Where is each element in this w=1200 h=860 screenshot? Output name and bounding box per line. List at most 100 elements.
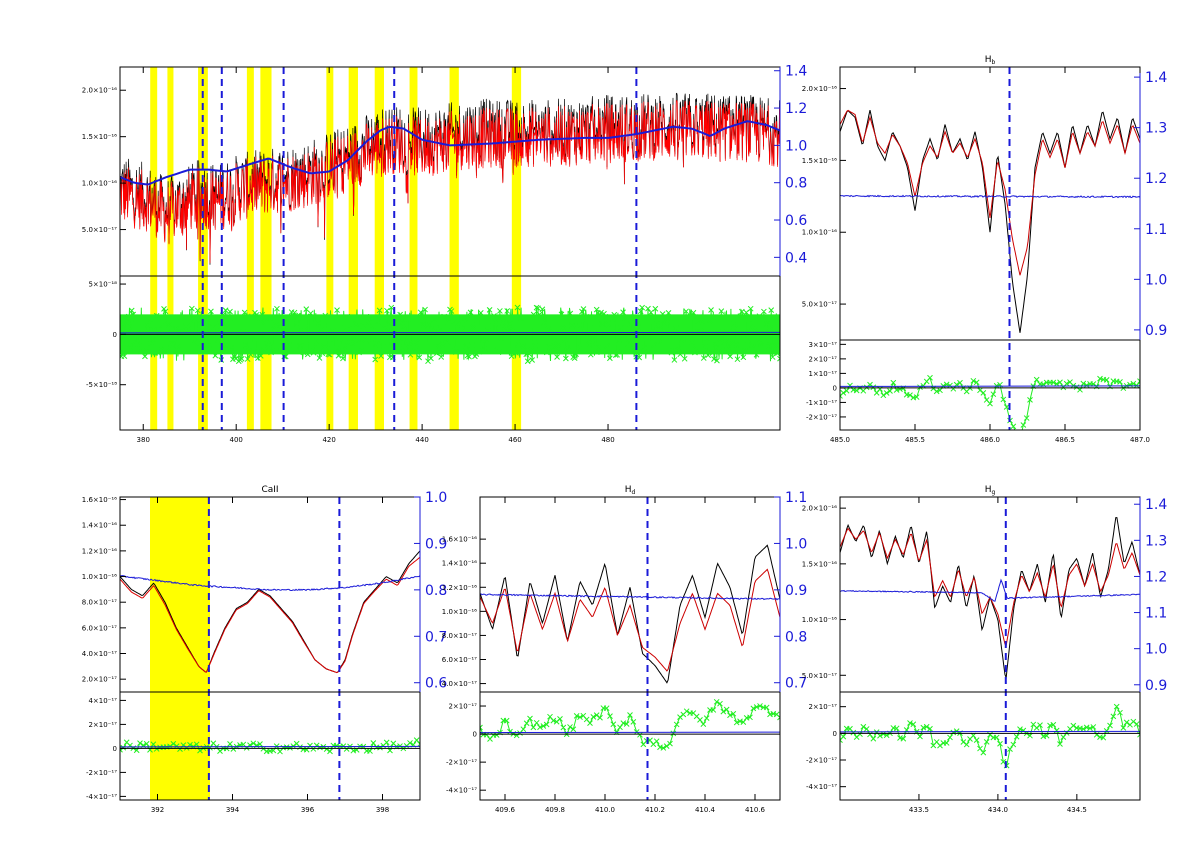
panel-title-main: H: [625, 485, 632, 495]
y-tick-label: 2.0×10⁻¹⁷: [82, 676, 117, 684]
panel-title-main: H: [985, 55, 992, 65]
y2-tick-label: 1.2: [1145, 569, 1167, 585]
x-tick-label: 486.5: [1055, 436, 1075, 444]
residual-fit-line: [840, 730, 1140, 733]
bottom-panel-frame: [839, 691, 1141, 801]
y-tick-label: 8.0×10⁻¹⁷: [442, 632, 477, 640]
y2-tick-label: 1.0: [785, 138, 807, 154]
model-spectrum-line: [120, 556, 420, 674]
top-panel-frame: [479, 496, 781, 693]
x-tick-label: 400: [230, 436, 243, 444]
panel-title: CaII: [261, 485, 278, 495]
residual-series: [840, 703, 1140, 769]
residual-line: [840, 376, 1140, 430]
y-tick-label: 6.0×10⁻¹⁷: [442, 656, 477, 664]
x-tick-label: 420: [322, 436, 335, 444]
y2-tick-label: 1.2: [785, 101, 807, 117]
residual-series: [840, 374, 1140, 430]
y2-tick-label: 0.9: [785, 583, 807, 599]
model-spectrum-line: [840, 527, 1140, 647]
residual-y-tick-label: 0: [833, 730, 837, 738]
residual-y-tick-label: 2×10⁻¹⁷: [808, 355, 837, 363]
y2-tick-label: 0.8: [785, 176, 807, 192]
residual-fit-line: [840, 385, 1140, 387]
observed-spectrum-line: [120, 550, 420, 674]
observed-spectrum-line: [480, 544, 780, 684]
observed-spectrum-line: [840, 109, 1140, 333]
highlight-band: [150, 497, 210, 800]
y2-tick-label: 1.0: [425, 490, 447, 506]
y2-tick-label: 1.4: [785, 64, 807, 80]
y-tick-label: 1.6×10⁻¹⁶: [82, 496, 117, 504]
highlight-band: [348, 67, 358, 430]
y-tick-label: 1.0×10⁻¹⁶: [82, 573, 117, 581]
residual-y-tick-label: -5×10⁻¹⁸: [86, 381, 117, 389]
y2-tick-label: 0.4: [785, 250, 807, 266]
panel-full: 380 400 420 440 460 480 5.0×10⁻¹⁷ 1.0×10⁻¹⁶ 1.5×…: [82, 64, 808, 444]
residual-y-tick-label: 2×10⁻¹⁷: [808, 703, 837, 711]
y2-tick-label: 0.8: [785, 629, 807, 645]
residual-fit-line: [480, 731, 780, 734]
y-tick-label: 1.4×10⁻¹⁶: [82, 522, 117, 530]
top-panel-frame: [839, 66, 1141, 341]
x-tick-label: 398: [376, 806, 389, 814]
ratio-line: [840, 578, 1140, 602]
x-tick-label: 434.0: [988, 806, 1008, 814]
y-tick-label: 1.0×10⁻¹⁶: [442, 608, 477, 616]
y-tick-label: 1.5×10⁻¹⁶: [802, 157, 837, 165]
panel-hd: 409.6 409.8 410.0 410.2 410.4 410.6 4.0×10⁻¹⁷ 6…: [442, 485, 807, 814]
highlight-band: [150, 67, 158, 430]
residual-series: [120, 737, 420, 755]
y-tick-label: 8.0×10⁻¹⁷: [82, 599, 117, 607]
panel-title: Hb: [985, 55, 996, 66]
y2-tick-label: 0.7: [785, 676, 807, 692]
ratio-line: [840, 194, 1140, 199]
y-tick-label: 4.0×10⁻¹⁷: [442, 680, 477, 688]
y-tick-label: 1.0×10⁻¹⁶: [82, 180, 117, 188]
residual-markers: [480, 698, 780, 751]
residual-fit-line: [120, 745, 420, 748]
y-tick-label: 6.0×10⁻¹⁷: [82, 624, 117, 632]
x-tick-label: 486.0: [980, 436, 1000, 444]
y2-tick-label: 1.1: [1145, 222, 1167, 238]
y-tick-label: 2.0×10⁻¹⁶: [82, 87, 117, 95]
residual-y-tick-label: 0: [113, 745, 117, 753]
bottom-panel-frame: [119, 691, 421, 801]
y2-tick-label: 0.8: [425, 583, 447, 599]
bottom-panel-frame: [119, 275, 781, 431]
y2-tick-label: 0.9: [1145, 323, 1167, 339]
x-tick-label: 396: [301, 806, 315, 814]
plot-area: [480, 497, 780, 800]
panel-hg: 433.5 434.0 434.5 5.0×10⁻¹⁷ 1.0×10⁻¹⁶ 1.5×10⁻…: [802, 485, 1168, 814]
y2-tick-label: 1.0: [785, 536, 807, 552]
y-tick-label: 1.2×10⁻¹⁶: [82, 547, 117, 555]
y-tick-label: 1.4×10⁻¹⁶: [442, 560, 477, 568]
y-tick-label: 5.0×10⁻¹⁷: [802, 301, 837, 309]
x-tick-label: 434.5: [1067, 806, 1087, 814]
x-tick-label: 409.8: [545, 806, 565, 814]
y2-tick-label: 0.6: [785, 213, 807, 229]
x-tick-label: 394: [226, 806, 240, 814]
x-tick-label: 392: [151, 806, 164, 814]
residual-y-tick-label: 2×10⁻¹⁷: [448, 703, 477, 711]
y-tick-label: 2.0×10⁻¹⁶: [802, 85, 837, 93]
y2-tick-label: 1.1: [785, 490, 807, 506]
y-tick-label: 1.2×10⁻¹⁶: [442, 584, 477, 592]
residual-y-tick-label: 0: [473, 731, 477, 739]
panel-title: Hg: [985, 485, 996, 496]
model-spectrum-line: [840, 109, 1140, 276]
x-tick-label: 410.0: [595, 806, 615, 814]
residual-y-tick-label: -4×10⁻¹⁷: [806, 783, 837, 791]
residual-y-tick-label: 0: [113, 331, 117, 339]
y-tick-label: 1.6×10⁻¹⁶: [442, 536, 477, 544]
residual-y-tick-label: -2×10⁻¹⁷: [446, 759, 477, 767]
ratio-line: [120, 575, 420, 592]
y-tick-label: 1.5×10⁻¹⁶: [802, 560, 837, 568]
ratio-line: [120, 120, 780, 186]
x-tick-label: 410.2: [645, 806, 665, 814]
panel-title-sub: g: [991, 489, 995, 496]
y-tick-label: 1.0×10⁻¹⁶: [802, 229, 837, 237]
x-tick-label: 487.0: [1130, 436, 1150, 444]
residual-y-tick-label: 1×10⁻¹⁷: [808, 370, 837, 378]
